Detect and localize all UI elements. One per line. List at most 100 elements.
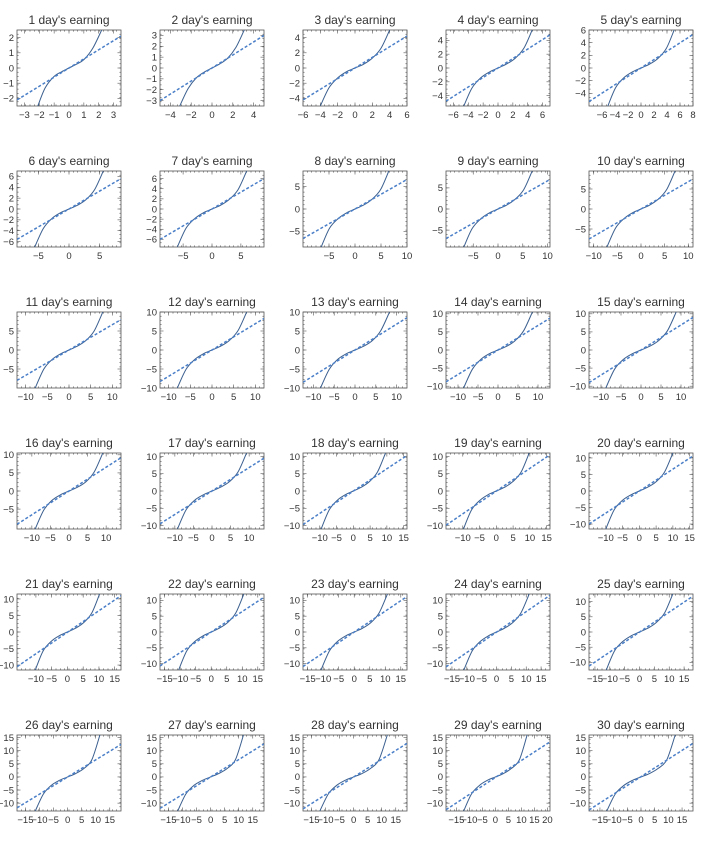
y-tick-label: −10 [570, 658, 586, 669]
y-tick-label: −10 [570, 381, 586, 392]
fit-line-dashed [589, 595, 693, 667]
y-tick-label: 5 [438, 183, 443, 194]
x-tick-label: 6 [540, 110, 545, 121]
y-tick-label: 0 [581, 345, 586, 356]
x-tick-label: 15 [529, 815, 540, 826]
y-tick-label: −10 [570, 519, 586, 530]
x-tick-label: −5 [476, 674, 487, 685]
qq-curve-solid [177, 735, 244, 811]
x-tick-label: −5 [188, 533, 199, 544]
x-tick-label: 4 [664, 110, 669, 121]
y-tick-label: −5 [146, 785, 157, 796]
fit-line-dashed [160, 596, 264, 667]
chart-panel: 12 day's earning −10 −5 0 5 10 −10 −5 0 5 10 [141, 286, 286, 426]
x-tick-label: 10 [376, 815, 387, 826]
y-tick-label: −2 [146, 214, 157, 225]
x-tick-label: 0 [352, 110, 357, 121]
plot-frame [588, 452, 694, 530]
x-tick-label: −10 [174, 815, 190, 826]
plot-frame [159, 734, 265, 812]
x-tick-label: 1 [81, 110, 86, 121]
y-tick-label: 0 [295, 345, 300, 356]
x-tick-label: 2 [96, 110, 101, 121]
chart-title: 26 day's earning [25, 718, 113, 732]
x-tick-label: 0 [66, 251, 71, 262]
x-tick-label: 5 [515, 392, 520, 403]
qq-curve-solid [606, 735, 676, 811]
y-tick-label: −1 [3, 79, 14, 90]
x-tick-label: 5 [228, 533, 233, 544]
chart-title: 4 day's earning [457, 13, 538, 27]
x-tick-label: 15 [104, 815, 115, 826]
y-tick-label: 10 [432, 746, 443, 757]
y-tick-label: 2 [581, 51, 586, 62]
y-tick-label: −5 [432, 363, 443, 374]
fit-line-dashed [17, 595, 121, 668]
chart-panel: 24 day's earning −15 −10 −5 0 5 10 15 −10 −5 0 5 10 [427, 568, 572, 708]
x-tick-label: −10 [586, 251, 602, 262]
y-tick-label: −5 [3, 364, 14, 375]
y-tick-label: 2 [152, 42, 157, 53]
x-tick-label: −10 [31, 815, 47, 826]
fit-line-dashed [160, 457, 264, 525]
x-tick-label: 0 [209, 392, 214, 403]
x-tick-label: −5 [42, 392, 53, 403]
chart-title: 13 day's earning [311, 295, 399, 309]
chart-panel: 8 day's earning −5 0 5 10 −5 0 5 [286, 145, 429, 285]
y-tick-label: −10 [570, 798, 586, 809]
x-tick-label: 15 [679, 674, 690, 685]
fit-line-dashed [589, 316, 693, 384]
y-tick-label: 0 [152, 63, 157, 74]
chart-svg: 8 day's earning −5 0 5 10 −5 0 5 [289, 154, 412, 262]
chart-panel: 28 day's earning −15 −10 −5 0 5 10 15 −10 −5 0 5 10 1… [284, 709, 429, 849]
x-tick-label: −5 [334, 815, 345, 826]
x-tick-label: 10 [94, 674, 105, 685]
y-tick-label: 0 [295, 63, 300, 74]
fit-line-dashed [589, 455, 693, 525]
y-tick-label: −2 [3, 94, 14, 105]
x-tick-label: 0 [209, 110, 214, 121]
qq-curve-solid [463, 171, 533, 247]
chart-panel: 13 day's earning −10 −5 0 5 10 −10 −5 0 5 10 [284, 286, 429, 426]
chart-panel: 3 day's earning −6 −4 −2 0 2 4 6 −4 −2 0 2 4 [286, 4, 429, 144]
x-tick-label: 10 [107, 392, 118, 403]
x-tick-label: 10 [244, 533, 255, 544]
x-tick-label: 5 [85, 533, 90, 544]
plot-frame [302, 734, 408, 812]
x-tick-label: −2 [332, 110, 343, 121]
y-tick-label: 2 [438, 49, 443, 60]
x-tick-label: 0 [351, 815, 356, 826]
y-tick-label: 5 [581, 327, 586, 338]
x-tick-label: 0 [495, 251, 500, 262]
x-tick-label: −10 [455, 533, 471, 544]
y-tick-label: 6 [581, 25, 586, 36]
y-tick-label: −10 [284, 798, 300, 809]
x-tick-label: −15 [303, 815, 319, 826]
y-tick-label: 5 [9, 611, 14, 622]
x-tick-label: 10 [533, 392, 544, 403]
y-tick-label: 0 [438, 345, 443, 356]
chart-panel: 20 day's earning −10 −5 0 5 10 15 −10 −5 0 5 10 [570, 427, 715, 567]
x-tick-label: −15 [17, 815, 33, 826]
chart-panel: 10 day's earning −10 −5 0 5 10 −5 0 5 [572, 145, 715, 285]
y-tick-label: 0 [152, 345, 157, 356]
fit-line-dashed [589, 33, 693, 103]
y-tick-label: 10 [146, 452, 157, 463]
y-tick-label: 4 [9, 183, 14, 194]
x-tick-label: 15 [390, 815, 401, 826]
y-tick-label: 0 [581, 627, 586, 638]
fit-line-dashed [303, 595, 407, 668]
y-tick-label: 10 [3, 594, 14, 605]
x-tick-label: 5 [658, 392, 663, 403]
y-tick-label: −5 [575, 363, 586, 374]
chart-svg: 10 day's earning −10 −5 0 5 10 −5 0 5 [575, 154, 693, 262]
chart-title: 21 day's earning [25, 577, 113, 591]
y-tick-label: 15 [432, 733, 443, 744]
x-tick-label: 5 [224, 674, 229, 685]
